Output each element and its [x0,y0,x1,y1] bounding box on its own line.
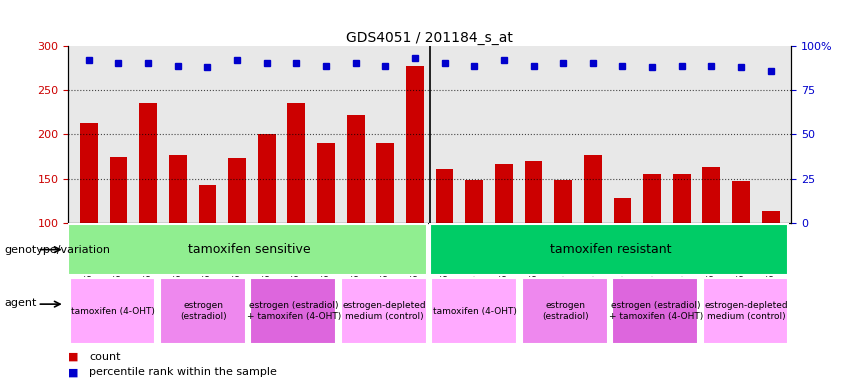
Bar [140,104,157,223]
Bar [762,211,780,223]
Text: tamoxifen (4-OHT): tamoxifen (4-OHT) [433,306,517,316]
FancyBboxPatch shape [522,278,608,344]
Bar [288,104,306,223]
Bar [495,164,513,223]
Bar [317,143,335,223]
Bar [436,169,454,223]
FancyBboxPatch shape [250,278,336,344]
Bar [702,167,720,223]
Text: estrogen (estradiol)
+ tamoxifen (4-OHT): estrogen (estradiol) + tamoxifen (4-OHT) [608,301,703,321]
Bar [584,155,602,223]
Bar [554,180,572,223]
Text: genotype/variation: genotype/variation [4,245,111,255]
Text: estrogen (estradiol)
+ tamoxifen (4-OHT): estrogen (estradiol) + tamoxifen (4-OHT) [247,301,341,321]
Text: agent: agent [4,298,37,308]
Bar [614,198,631,223]
Text: count: count [89,352,121,362]
Text: ■: ■ [68,352,78,362]
FancyBboxPatch shape [341,278,426,344]
FancyBboxPatch shape [70,278,156,344]
Bar [110,157,128,223]
FancyBboxPatch shape [431,278,517,344]
Bar [643,174,661,223]
Bar [732,181,750,223]
FancyBboxPatch shape [160,278,246,344]
FancyBboxPatch shape [703,278,788,344]
Text: tamoxifen resistant: tamoxifen resistant [550,243,671,256]
FancyBboxPatch shape [612,278,698,344]
Text: estrogen
(estradiol): estrogen (estradiol) [180,301,227,321]
FancyBboxPatch shape [68,224,426,275]
Text: estrogen-depleted
medium (control): estrogen-depleted medium (control) [705,301,788,321]
Bar [228,158,246,223]
FancyBboxPatch shape [430,224,788,275]
Bar [524,161,542,223]
Bar [168,155,186,223]
Bar [673,174,691,223]
Bar [198,185,216,223]
Bar [80,123,98,223]
Bar [465,180,483,223]
Text: tamoxifen sensitive: tamoxifen sensitive [187,243,311,256]
Text: percentile rank within the sample: percentile rank within the sample [89,367,277,377]
Text: estrogen
(estradiol): estrogen (estradiol) [542,301,589,321]
Bar [258,134,276,223]
Title: GDS4051 / 201184_s_at: GDS4051 / 201184_s_at [346,31,513,45]
Bar [376,143,394,223]
Text: estrogen-depleted
medium (control): estrogen-depleted medium (control) [343,301,426,321]
Text: ■: ■ [68,367,78,377]
Text: tamoxifen (4-OHT): tamoxifen (4-OHT) [71,306,155,316]
Bar [346,115,364,223]
Bar [406,66,424,223]
